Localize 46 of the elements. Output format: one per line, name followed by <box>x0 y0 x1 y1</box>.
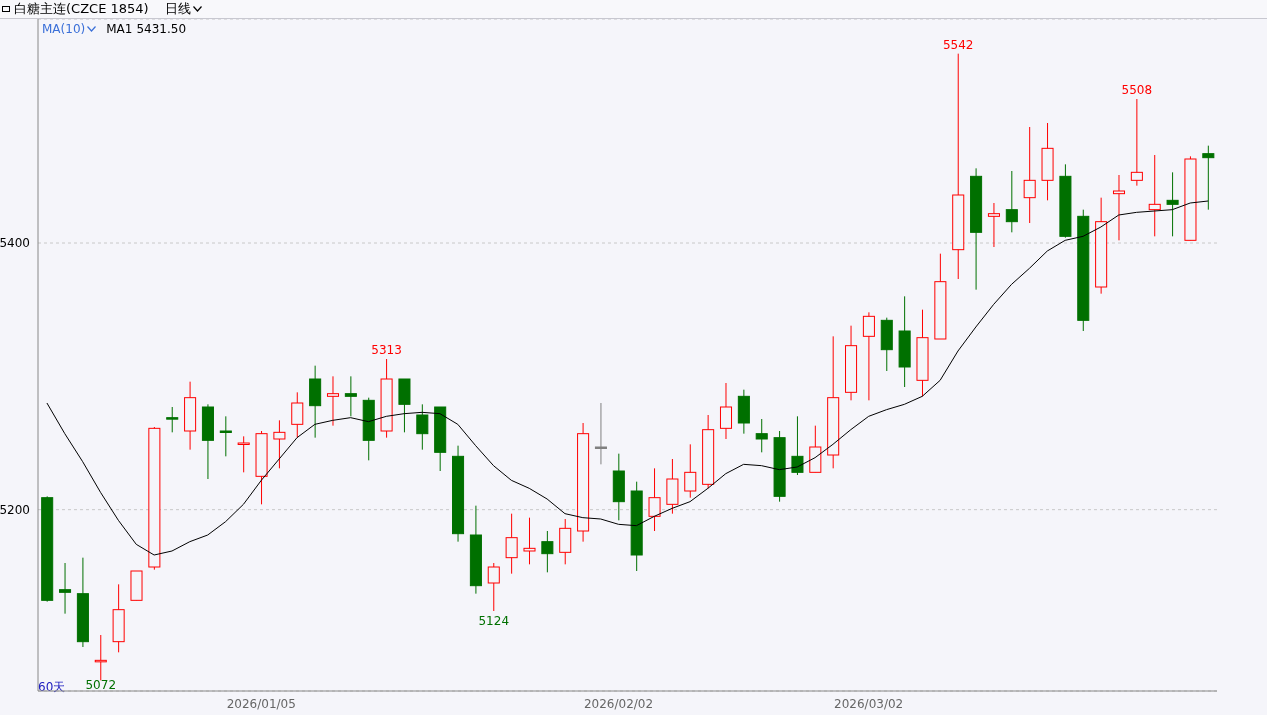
candlestick <box>862 311 875 401</box>
line-series <box>46 200 1209 556</box>
annotation: 5508 <box>1121 83 1153 97</box>
candlestick <box>559 518 572 565</box>
candlestick <box>523 517 536 565</box>
candlestick <box>273 419 286 469</box>
annotation: 5072 <box>85 678 117 692</box>
candlestick <box>684 443 697 499</box>
annotation: 5431.50 <box>136 22 187 36</box>
candlestick <box>1166 171 1179 237</box>
candlestick <box>344 375 357 417</box>
chart-subtitle: 日线 <box>164 0 191 18</box>
candlestick <box>755 418 768 453</box>
legend-title: MA(10) <box>42 22 86 36</box>
chart-title: 白糖主连(CZCE 1854) <box>14 0 149 18</box>
annotation: 5542 <box>942 37 974 52</box>
candlestick <box>237 435 250 473</box>
annotation: 5124 <box>478 614 510 628</box>
candlestick <box>166 406 179 433</box>
candlestick <box>1023 126 1036 224</box>
candlestick <box>1112 174 1126 241</box>
candlestick <box>648 467 661 532</box>
candlestick <box>987 202 1000 248</box>
x-tick-label: 2026/02/02 <box>583 696 654 711</box>
candlestick <box>505 513 518 575</box>
candlestick <box>541 530 554 573</box>
candlestick <box>594 402 607 465</box>
x-tick-label: 2026/03/02 <box>834 696 904 711</box>
candlestick <box>1130 98 1143 187</box>
candlestick <box>1202 145 1215 211</box>
candlestick <box>719 382 733 440</box>
annotation: 5313 <box>371 343 402 357</box>
candlestick <box>326 375 340 427</box>
x-tick-label: 2026/01/05 <box>226 696 296 711</box>
y-tick-label: 5200 <box>0 502 30 517</box>
text: MA1 <box>106 22 133 36</box>
annotation: 60天 <box>38 679 66 696</box>
candlestick <box>291 391 304 439</box>
candlestick <box>59 562 72 615</box>
candlestick <box>1005 170 1018 233</box>
candlestick <box>416 403 429 451</box>
candlestick <box>487 562 500 612</box>
candlestick <box>791 415 804 476</box>
candlestick <box>1148 154 1161 237</box>
y-tick-label: 5400 <box>0 236 30 251</box>
candlestick <box>219 415 232 457</box>
